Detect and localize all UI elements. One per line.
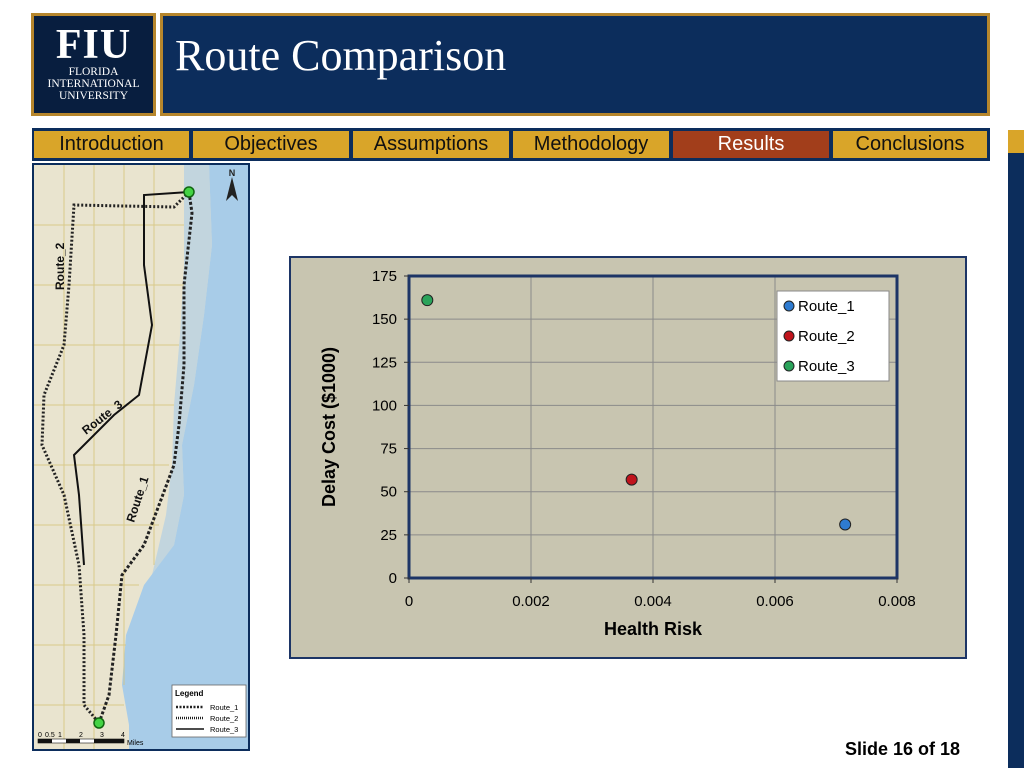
x-axis-label: Health Risk — [604, 619, 703, 639]
data-point-route-1 — [839, 518, 852, 531]
tab-methodology[interactable]: Methodology — [513, 131, 669, 158]
route-2-path — [40, 190, 191, 724]
edge-accent — [1008, 130, 1024, 154]
chart-canvas: 0 25 50 75 100 125 150 175 0 0.002 0.004 0.006 0.008… — [319, 268, 916, 639]
data-point-route-2 — [625, 473, 638, 486]
route-1-label: Route_1 — [124, 474, 152, 524]
ocean — [122, 165, 248, 749]
legend-marker — [783, 300, 795, 312]
scale-tick-3: 3 — [100, 732, 104, 739]
y-tick-label: 50 — [380, 484, 397, 501]
data-points — [421, 294, 852, 531]
y-tick-label: 150 — [372, 311, 397, 328]
slide-title: Route Comparison — [175, 31, 507, 80]
scale-tick-1: 1 — [58, 732, 62, 739]
map-scale-bar: 0 0.5 1 2 3 4 Miles — [37, 732, 144, 747]
y-tick-label: 25 — [380, 527, 397, 544]
scale-tick-0: 0 — [38, 732, 42, 739]
y-tick-label: 75 — [380, 441, 397, 458]
scale-tick-4: 4 — [121, 732, 125, 739]
logo-line-3: UNIVERSITY — [59, 90, 128, 102]
route-map: N Route_2 Route_3 Route_1 Legend Route_1… — [32, 163, 250, 751]
tab-conclusions[interactable]: Conclusions — [833, 131, 987, 158]
legend-label: Route_2 — [798, 328, 855, 345]
legend-marker — [783, 360, 795, 372]
y-tick-label: 100 — [372, 397, 397, 414]
tab-assumptions[interactable]: Assumptions — [353, 131, 509, 158]
legend-route-3: Route_3 — [210, 725, 238, 734]
y-tick-label: 125 — [372, 354, 397, 371]
map-legend: Legend Route_1 Route_2 Route_3 — [171, 684, 247, 738]
chart-legend: Route_1 Route_2 Route_3 — [776, 290, 890, 382]
scale-unit: Miles — [127, 740, 144, 747]
north-arrow-icon — [226, 177, 238, 201]
route-3-label: Route_3 — [79, 397, 125, 437]
bay — [152, 165, 212, 575]
road-grid — [34, 165, 184, 749]
x-tick-label: 0.006 — [756, 593, 794, 610]
scatter-chart: 0 25 50 75 100 125 150 175 0 0.002 0.004 0.006 0.008… — [289, 256, 967, 659]
legend-route-1: Route_1 — [210, 703, 238, 712]
section-nav: Introduction Objectives Assumptions Meth… — [32, 128, 990, 161]
legend-route-2: Route_2 — [210, 714, 238, 723]
slide-number: Slide 16 of 18 — [844, 739, 960, 759]
x-tick-label: 0.008 — [878, 593, 916, 610]
axis-ticks: 0 25 50 75 100 125 150 175 0 0.002 0.004 0.006 0.008 — [372, 268, 916, 610]
logo-mark: FIU — [55, 22, 132, 68]
edge-stripe — [1008, 153, 1024, 768]
legend-marker — [783, 330, 795, 342]
y-axis-label: Delay Cost ($1000) — [319, 347, 339, 507]
scale-tick-2: 2 — [79, 732, 83, 739]
x-tick-label: 0.002 — [512, 593, 550, 610]
route-3-path — [72, 191, 190, 566]
legend-label: Route_3 — [798, 358, 855, 375]
y-tick-label: 175 — [372, 268, 397, 285]
tab-objectives[interactable]: Objectives — [193, 131, 349, 158]
map-canvas: N Route_2 Route_3 Route_1 Legend Route_1… — [34, 165, 248, 749]
origin-marker — [183, 186, 195, 198]
data-point-route-3 — [421, 294, 434, 307]
route-2-label: Route_2 — [53, 242, 67, 290]
tab-introduction[interactable]: Introduction — [34, 131, 189, 158]
x-tick-label: 0 — [405, 593, 413, 610]
logo-line-1: FLORIDA — [68, 66, 119, 78]
y-tick-label: 0 — [389, 570, 397, 587]
legend-label: Route_1 — [798, 298, 855, 315]
legend-box — [776, 290, 890, 382]
destination-marker — [93, 717, 105, 729]
tab-results[interactable]: Results — [673, 131, 829, 158]
title-bar: Route Comparison — [160, 13, 990, 116]
legend-title: Legend — [175, 689, 204, 698]
north-label: N — [229, 168, 236, 178]
x-tick-label: 0.004 — [634, 593, 672, 610]
scale-tick-0-5: 0.5 — [45, 732, 55, 739]
fiu-logo: FIU FLORIDA INTERNATIONAL UNIVERSITY — [31, 13, 156, 116]
logo-line-2: INTERNATIONAL — [47, 78, 140, 90]
route-1-path — [97, 191, 194, 724]
